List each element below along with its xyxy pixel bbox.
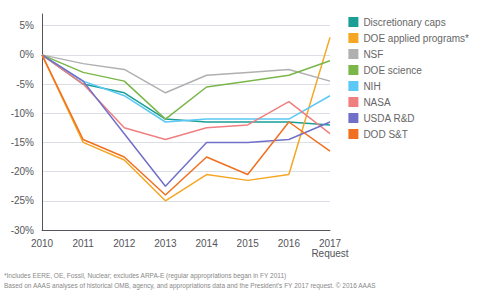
svg-text:2012: 2012 [113,238,136,249]
svg-text:2010: 2010 [31,238,54,249]
svg-text:2013: 2013 [154,238,177,249]
svg-text:DOD S&T: DOD S&T [363,129,407,140]
svg-text:-15%: -15% [11,137,34,148]
svg-text:-30%: -30% [11,225,34,236]
svg-text:2017: 2017 [318,237,342,249]
svg-text:DOE applied programs*: DOE applied programs* [363,33,469,44]
svg-text:-20%: -20% [11,166,34,177]
svg-text:-25%: -25% [11,195,34,206]
svg-text:USDA R&D: USDA R&D [363,113,414,124]
svg-text:-10%: -10% [11,108,34,119]
svg-text:2014: 2014 [195,238,218,249]
svg-text:Based on AAAS analyses of hist: Based on AAAS analyses of historical OMB… [4,282,376,290]
svg-text:NASA: NASA [363,97,391,108]
svg-text:DOE science: DOE science [363,65,422,76]
svg-text:5%: 5% [20,20,35,31]
svg-text:2016: 2016 [278,238,301,249]
svg-text:*Includes EERE, OE, Fossil, Nu: *Includes EERE, OE, Fossil, Nuclear; exc… [4,272,286,280]
svg-text:Request: Request [311,248,348,259]
svg-text:0%: 0% [20,49,35,60]
svg-text:2011: 2011 [72,238,94,249]
svg-text:2015: 2015 [237,238,260,249]
svg-text:-5%: -5% [16,79,34,90]
svg-text:NSF: NSF [363,49,383,60]
svg-text:NIH: NIH [363,81,380,92]
svg-text:Discretionary caps: Discretionary caps [363,17,445,28]
